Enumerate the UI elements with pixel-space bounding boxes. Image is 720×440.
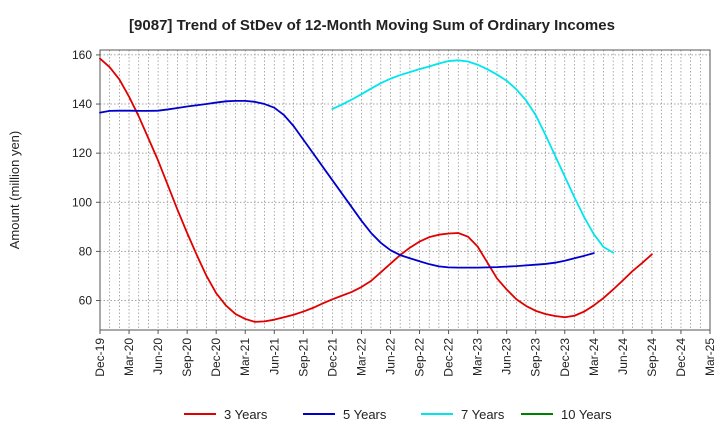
series-line-3-years — [99, 57, 653, 323]
x-tick-label: Dec-22 — [442, 338, 456, 377]
plot-background — [100, 50, 710, 330]
y-tick-label: 120 — [72, 146, 92, 160]
x-tick-label: Mar-22 — [354, 338, 368, 376]
x-tick-label: Dec-21 — [325, 338, 339, 377]
y-tick-label: 140 — [72, 97, 92, 111]
x-tick-label: Mar-24 — [587, 338, 601, 376]
x-tick-label: Sep-22 — [413, 338, 427, 377]
y-axis-label: Amount (million yen) — [7, 131, 22, 250]
x-tick-label: Jun-20 — [151, 338, 165, 375]
x-tick-label: Dec-20 — [209, 338, 223, 377]
legend: 3 Years 5 Years 7 Years 10 Years — [184, 407, 612, 422]
x-tick-label: Sep-24 — [645, 338, 659, 377]
legend-label-7-years: 7 Years — [461, 407, 505, 422]
x-tick-label: Dec-24 — [674, 338, 688, 377]
x-tick-label: Jun-21 — [267, 338, 281, 375]
legend-label-5-years: 5 Years — [343, 407, 387, 422]
legend-label-3-years: 3 Years — [224, 407, 268, 422]
y-tick-label: 160 — [72, 48, 92, 62]
x-tick-label: Sep-23 — [529, 338, 543, 377]
series-line-7-years — [331, 59, 615, 254]
x-tick-label: Jun-24 — [616, 338, 630, 375]
x-tick-label: Mar-25 — [703, 338, 717, 376]
legend-label-10-years: 10 Years — [561, 407, 612, 422]
plot-frame — [99, 49, 711, 331]
y-tick-label: 60 — [79, 294, 93, 308]
y-tick-label: 100 — [72, 195, 92, 209]
series-line-5-years — [99, 99, 595, 269]
x-tick-label: Sep-20 — [180, 338, 194, 377]
x-tick-label: Mar-23 — [471, 338, 485, 376]
x-tick-label: Dec-19 — [93, 338, 107, 377]
x-tick-label: Mar-21 — [238, 338, 252, 376]
plot-area: 60 80 100 120 140 160 Dec-19 Mar-20 Jun-20 Sep-20… — [72, 48, 717, 377]
x-tick-label: Dec-23 — [558, 338, 572, 377]
y-tick-label: 80 — [79, 244, 93, 258]
x-tick-label: Jun-23 — [500, 338, 514, 375]
x-tick-label: Sep-21 — [296, 338, 310, 377]
chart-title: [9087] Trend of StDev of 12-Month Moving… — [129, 17, 615, 34]
x-tick-label: Mar-20 — [122, 338, 136, 376]
x-tick-label: Jun-22 — [383, 338, 397, 375]
